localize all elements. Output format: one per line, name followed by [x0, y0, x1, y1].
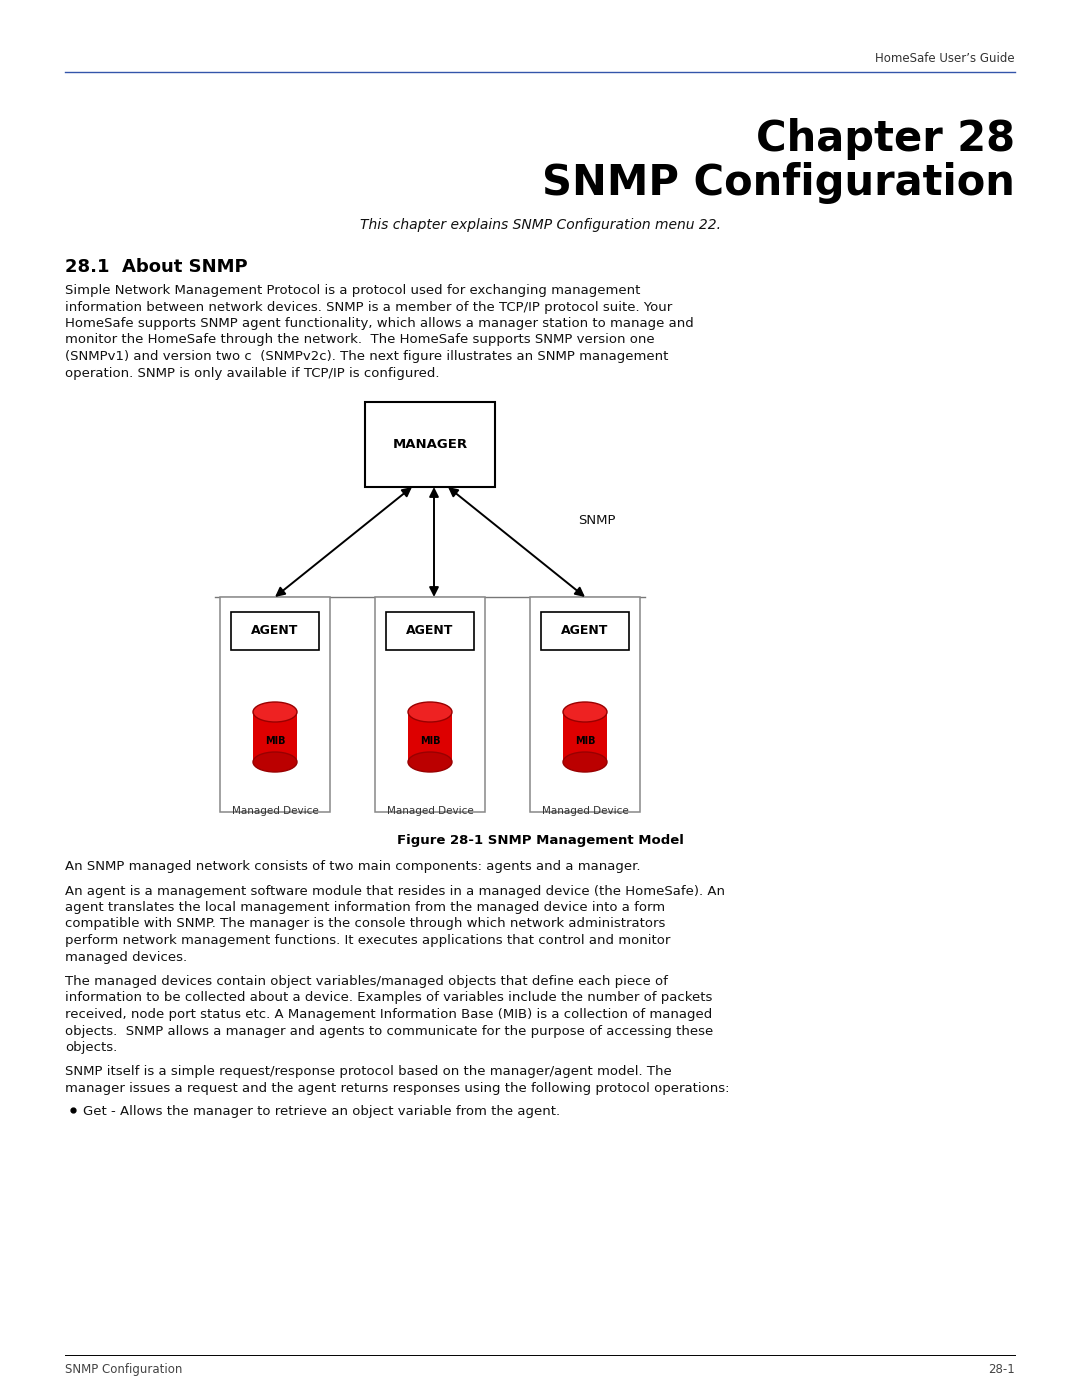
Bar — [220, 597, 330, 812]
Text: objects.  SNMP allows a manager and agents to communicate for the purpose of acc: objects. SNMP allows a manager and agent… — [65, 1024, 713, 1038]
Bar — [386, 612, 474, 650]
Text: SNMP: SNMP — [578, 514, 616, 527]
Text: AGENT: AGENT — [562, 624, 609, 637]
Ellipse shape — [408, 703, 453, 722]
Ellipse shape — [253, 752, 297, 773]
Text: Figure 28-1 SNMP Management Model: Figure 28-1 SNMP Management Model — [396, 834, 684, 847]
Bar — [375, 597, 485, 812]
Text: monitor the HomeSafe through the network.  The HomeSafe supports SNMP version on: monitor the HomeSafe through the network… — [65, 334, 654, 346]
Text: The managed devices contain object variables/managed objects that define each pi: The managed devices contain object varia… — [65, 975, 667, 988]
Text: MANAGER: MANAGER — [392, 439, 468, 451]
Bar — [408, 712, 453, 761]
Text: An SNMP managed network consists of two main components: agents and a manager.: An SNMP managed network consists of two … — [65, 861, 640, 873]
Text: Simple Network Management Protocol is a protocol used for exchanging management: Simple Network Management Protocol is a … — [65, 284, 640, 298]
Text: (SNMPv1) and version two c  (SNMPv2c). The next figure illustrates an SNMP manag: (SNMPv1) and version two c (SNMPv2c). Th… — [65, 351, 669, 363]
Bar — [231, 612, 319, 650]
Text: MIB: MIB — [265, 736, 285, 746]
Text: 28-1: 28-1 — [988, 1363, 1015, 1376]
Text: AGENT: AGENT — [406, 624, 454, 637]
Text: Managed Device: Managed Device — [542, 806, 629, 816]
Text: An agent is a management software module that resides in a managed device (the H: An agent is a management software module… — [65, 884, 725, 897]
Text: HomeSafe supports SNMP agent functionality, which allows a manager station to ma: HomeSafe supports SNMP agent functionali… — [65, 317, 693, 330]
Bar — [541, 612, 629, 650]
Bar — [253, 712, 297, 761]
Text: AGENT: AGENT — [252, 624, 299, 637]
Text: Managed Device: Managed Device — [231, 806, 319, 816]
Text: SNMP Configuration: SNMP Configuration — [542, 162, 1015, 204]
Ellipse shape — [253, 703, 297, 722]
Text: managed devices.: managed devices. — [65, 950, 187, 964]
Text: received, node port status etc. A Management Information Base (MIB) is a collect: received, node port status etc. A Manage… — [65, 1009, 712, 1021]
Text: operation. SNMP is only available if TCP/IP is configured.: operation. SNMP is only available if TCP… — [65, 366, 440, 380]
Text: information to be collected about a device. Examples of variables include the nu: information to be collected about a devi… — [65, 992, 713, 1004]
Text: agent translates the local management information from the managed device into a: agent translates the local management in… — [65, 901, 665, 914]
Text: manager issues a request and the agent returns responses using the following pro: manager issues a request and the agent r… — [65, 1083, 729, 1095]
Text: MIB: MIB — [575, 736, 595, 746]
Text: MIB: MIB — [420, 736, 441, 746]
Text: information between network devices. SNMP is a member of the TCP/IP protocol sui: information between network devices. SNM… — [65, 300, 672, 313]
Text: HomeSafe User’s Guide: HomeSafe User’s Guide — [876, 52, 1015, 66]
Text: SNMP Configuration: SNMP Configuration — [65, 1363, 183, 1376]
Text: This chapter explains SNMP Configuration menu 22.: This chapter explains SNMP Configuration… — [360, 218, 720, 232]
Bar — [530, 597, 640, 812]
Ellipse shape — [408, 752, 453, 773]
Text: 28.1  About SNMP: 28.1 About SNMP — [65, 258, 247, 277]
Bar — [365, 402, 495, 488]
Text: compatible with SNMP. The manager is the console through which network administr: compatible with SNMP. The manager is the… — [65, 918, 665, 930]
Text: SNMP itself is a simple request/response protocol based on the manager/agent mod: SNMP itself is a simple request/response… — [65, 1066, 672, 1078]
Ellipse shape — [563, 752, 607, 773]
Text: Chapter 28: Chapter 28 — [756, 117, 1015, 161]
Text: perform network management functions. It executes applications that control and : perform network management functions. It… — [65, 935, 671, 947]
Text: objects.: objects. — [65, 1041, 118, 1053]
Text: Managed Device: Managed Device — [387, 806, 473, 816]
Bar — [563, 712, 607, 761]
Ellipse shape — [563, 703, 607, 722]
Text: Get - Allows the manager to retrieve an object variable from the agent.: Get - Allows the manager to retrieve an … — [83, 1105, 561, 1118]
